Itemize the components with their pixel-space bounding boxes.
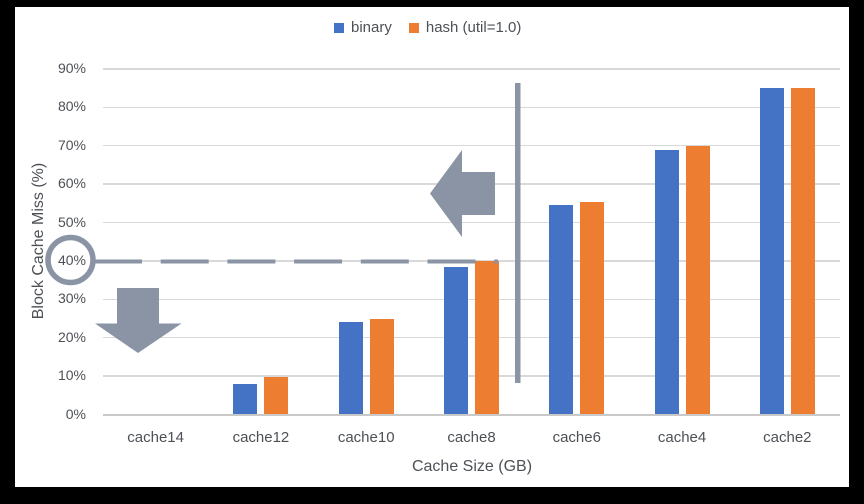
gridline-60: [103, 183, 840, 185]
xtick-cache12: cache12: [232, 429, 290, 446]
xtick-cache6: cache6: [552, 429, 601, 446]
legend: binary hash (util=1.0): [334, 19, 521, 36]
y-axis-title: Block Cache Miss (%): [30, 162, 47, 320]
bar-binary-cache10: [338, 322, 363, 415]
xtick-cache8: cache8: [447, 429, 496, 446]
ytick-60: 60%: [57, 175, 86, 192]
bar-hash-cache8: [475, 260, 499, 415]
xtick-cache10: cache10: [337, 429, 395, 446]
legend-item-hash: hash (util=1.0): [408, 19, 522, 36]
legend-swatch-hash: [408, 22, 419, 33]
ytick-10: 10%: [57, 367, 86, 384]
bar-hash-cache2: [790, 88, 815, 415]
gridline-30: [103, 298, 840, 301]
bar-binary-cache8: [444, 266, 468, 415]
bar-binary-cache4: [654, 149, 679, 415]
bar-binary-cache2: [759, 88, 784, 415]
bar-hash-cache12: [264, 377, 289, 415]
gridline-80: [103, 106, 840, 109]
chart-canvas: [15, 7, 849, 487]
gridline-10: [103, 375, 840, 377]
gridline-70: [103, 144, 840, 147]
legend-swatch-binary: [334, 22, 344, 33]
ytick-50: 50%: [57, 213, 86, 230]
ytick-0: 0%: [65, 405, 86, 422]
x-axis-line: [103, 414, 840, 416]
gridline-20: [103, 336, 840, 339]
legend-label-hash: hash (util=1.0): [425, 19, 522, 36]
xtick-cache2: cache2: [763, 429, 812, 446]
ytick-30: 30%: [57, 290, 86, 307]
gridline-40: [103, 260, 840, 262]
ytick-80: 80%: [57, 98, 86, 115]
bar-binary-cache6: [549, 205, 574, 415]
xtick-cache4: cache4: [657, 429, 707, 446]
ytick-70: 70%: [57, 136, 86, 153]
legend-item-binary: binary: [334, 19, 392, 36]
gridline-50: [103, 221, 840, 224]
bar-hash-cache4: [685, 145, 710, 415]
bar-binary-cache12: [233, 383, 258, 415]
legend-label-binary: binary: [351, 19, 392, 36]
x-axis-title: Cache Size (GB): [411, 458, 533, 475]
ytick-20: 20%: [57, 328, 86, 345]
gridline-90: [103, 68, 840, 70]
bar-hash-cache10: [369, 319, 394, 415]
bar-hash-cache6: [580, 202, 605, 415]
xtick-cache14: cache14: [127, 429, 184, 446]
ytick-90: 90%: [57, 59, 86, 76]
